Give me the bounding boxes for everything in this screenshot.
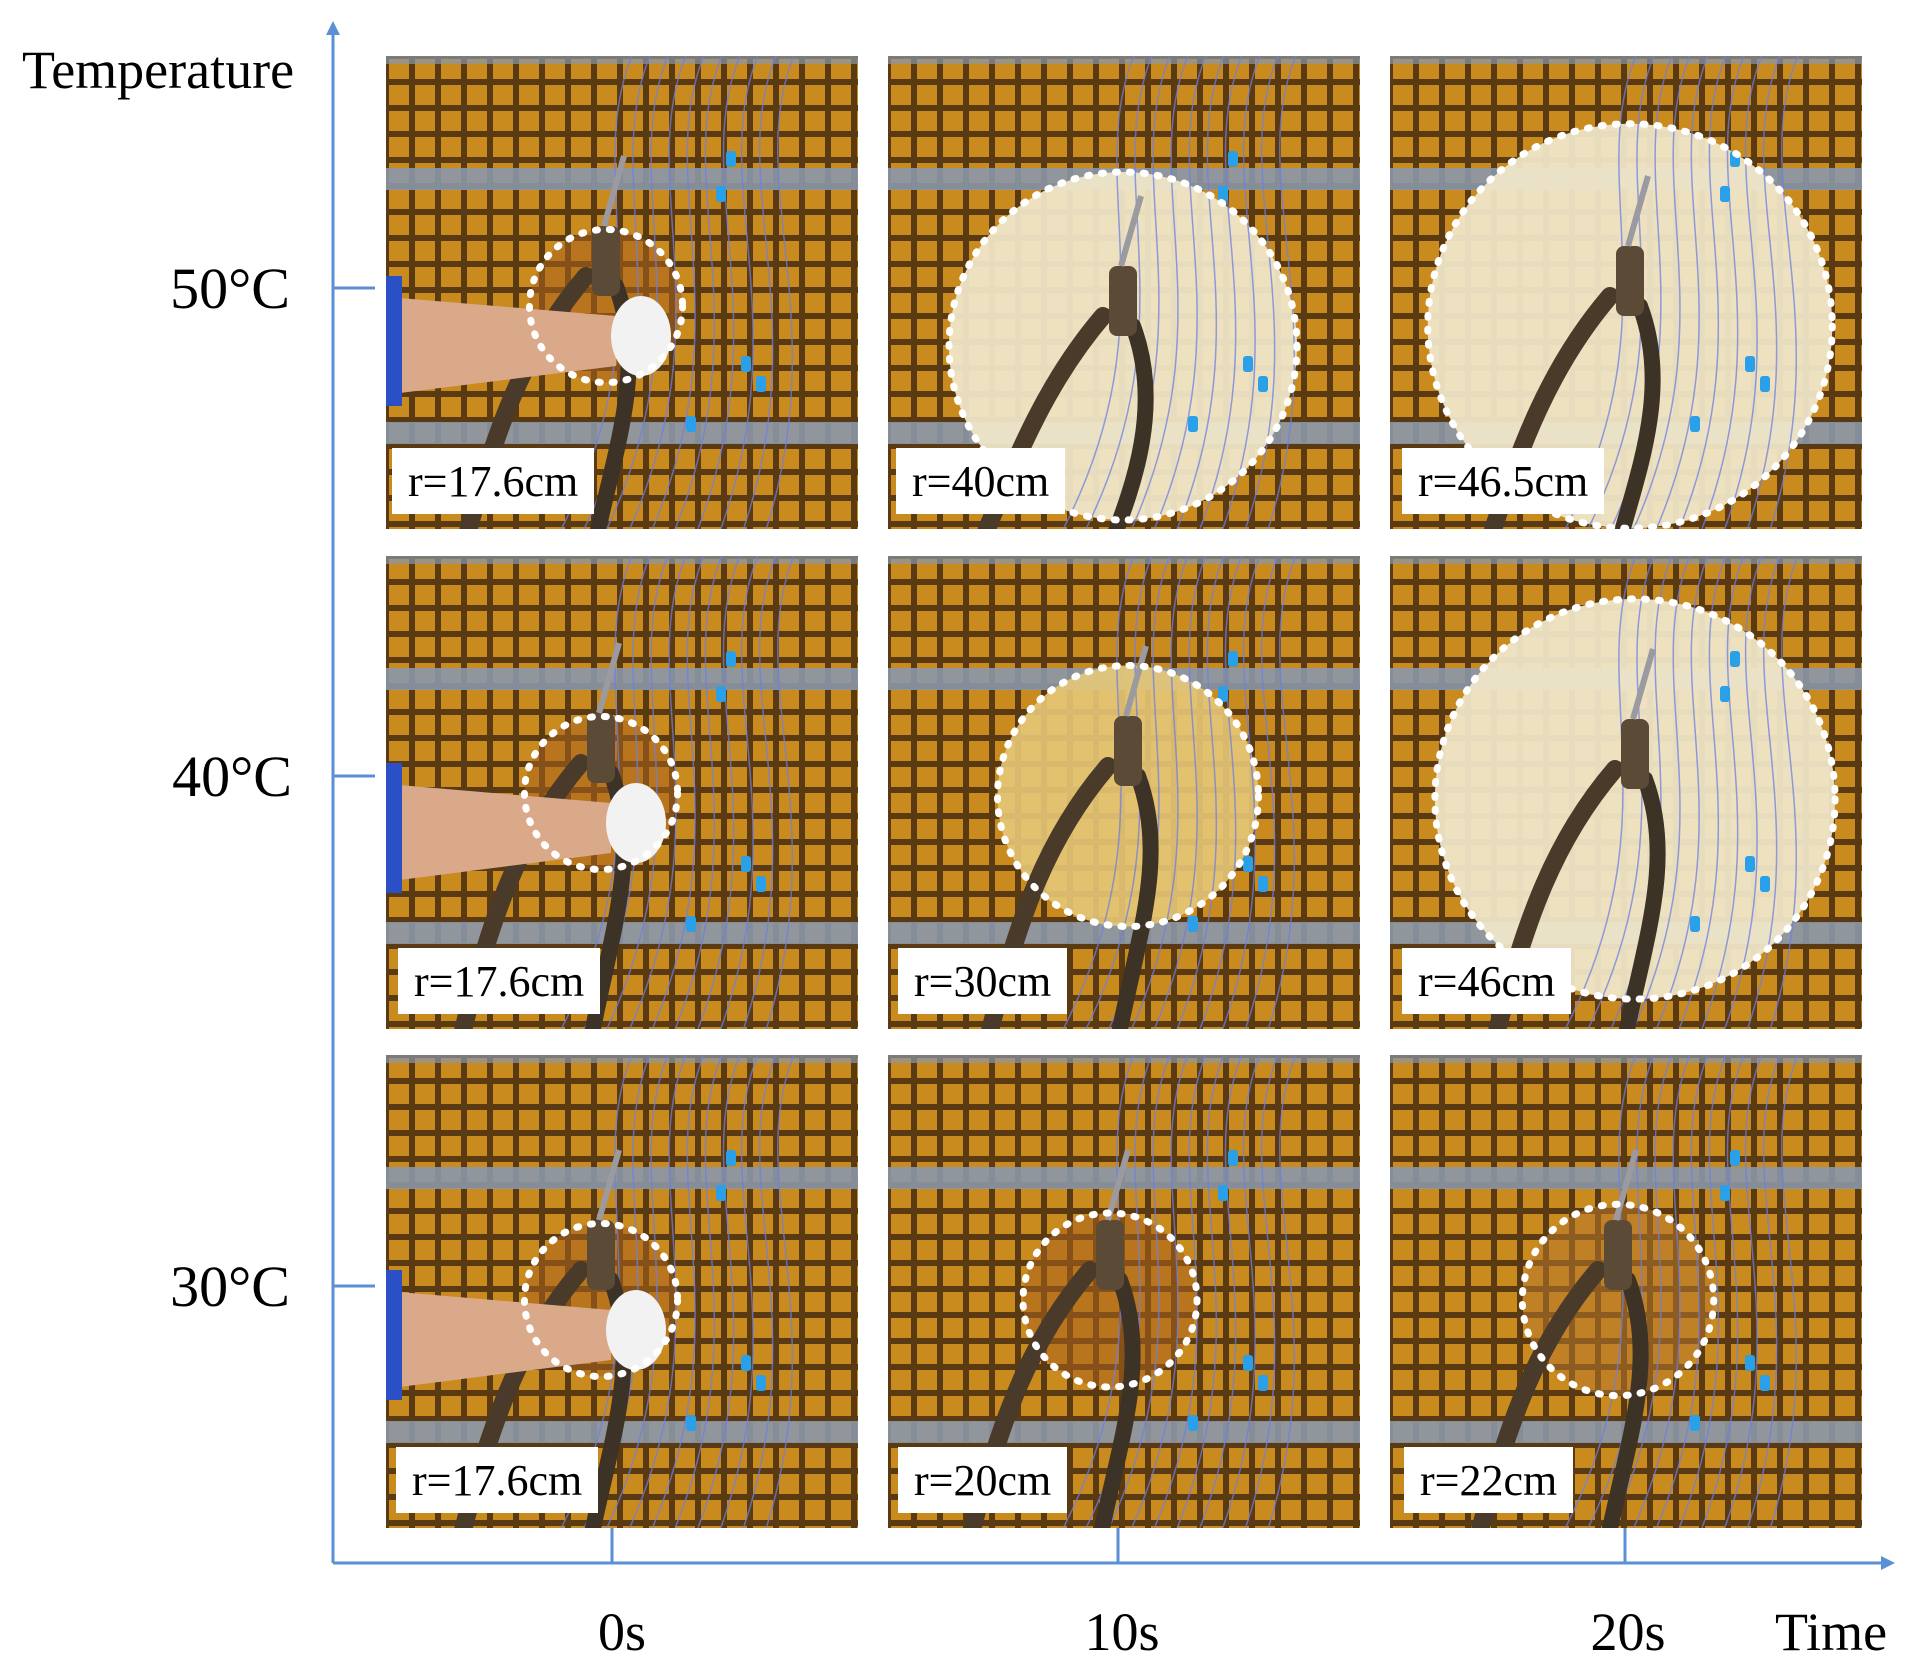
photo-scene (386, 556, 858, 1029)
sensor-clip (1690, 416, 1700, 432)
radius-label: r=40cm (896, 448, 1066, 514)
injection-nozzle (1604, 1220, 1632, 1290)
y-axis-title: Temperature (22, 40, 294, 100)
sensor-clip (726, 151, 736, 167)
sensor-clip (756, 876, 766, 892)
injection-nozzle (1096, 1220, 1124, 1290)
photo-40c-10s: r=30cm (888, 556, 1360, 1029)
radius-label: r=17.6cm (392, 448, 595, 514)
sensor-clip (686, 416, 696, 432)
fluid-spread (1522, 1204, 1714, 1396)
sensor-clip (1760, 876, 1770, 892)
radius-label: r=20cm (898, 1447, 1068, 1513)
injection-nozzle (1109, 266, 1137, 336)
sensor-clip (1720, 186, 1730, 202)
photo-50c-20s: r=46.5cm (1390, 56, 1862, 529)
sensor-clip (741, 856, 751, 872)
sensor-clip (756, 1375, 766, 1391)
photo-scene (1390, 1055, 1862, 1528)
injection-nozzle (592, 226, 620, 296)
sensor-clip (1730, 1150, 1740, 1166)
injection-nozzle (587, 1220, 615, 1290)
spread-radius-circle (1019, 1209, 1201, 1391)
x-tick-label-10s: 10s (1084, 1602, 1159, 1662)
sensor-clip (716, 1185, 726, 1201)
sensor-clip (1730, 651, 1740, 667)
fluid-spread (1023, 1213, 1197, 1387)
sensor-clip (1228, 1150, 1238, 1166)
injection-nozzle (1114, 716, 1142, 786)
y-tick-label-50c: 50°C (170, 256, 290, 321)
x-axis-title: Time (1775, 1602, 1887, 1662)
sensor-clip (741, 1355, 751, 1371)
photo-scene (1390, 56, 1862, 529)
spread-radius-circle (520, 712, 682, 874)
spread-radius-circle (1431, 595, 1839, 1003)
x-tick-label-0s: 0s (598, 1602, 646, 1662)
radius-label: r=46cm (1402, 948, 1572, 1014)
spread-radius-circle (994, 662, 1262, 930)
sensor-clip (1720, 1185, 1730, 1201)
sensor-clip (1258, 376, 1268, 392)
spread-radius-circle (525, 225, 687, 387)
sensor-clip (1690, 1415, 1700, 1431)
sensor-clip (1188, 916, 1198, 932)
injection-nozzle (1621, 719, 1649, 789)
radius-label: r=17.6cm (396, 1447, 599, 1513)
sensor-clip (1188, 1415, 1198, 1431)
sensor-clip (741, 356, 751, 372)
sensor-clip (1258, 1375, 1268, 1391)
sensor-clip (726, 1150, 736, 1166)
photo-scene (888, 556, 1360, 1029)
photo-40c-0s: r=17.6cm (386, 556, 858, 1029)
sensor-clip (1243, 1355, 1253, 1371)
sensor-clip (716, 186, 726, 202)
sensor-clip (686, 916, 696, 932)
sensor-clip (1760, 1375, 1770, 1391)
radius-label: r=22cm (1404, 1447, 1574, 1513)
y-tick-label-30c: 30°C (170, 1254, 290, 1319)
sensor-clip (1228, 651, 1238, 667)
sensor-clip (1745, 1355, 1755, 1371)
sensor-clip (1243, 856, 1253, 872)
sensor-clip (1218, 186, 1228, 202)
radius-label: r=30cm (898, 948, 1068, 1014)
sensor-clip (1745, 356, 1755, 372)
photo-30c-0s: r=17.6cm (386, 1055, 858, 1528)
photo-30c-10s: r=20cm (888, 1055, 1360, 1528)
sensor-clip (1745, 856, 1755, 872)
sensor-clip (716, 686, 726, 702)
sensor-clip (1690, 916, 1700, 932)
photo-30c-20s: r=22cm (1390, 1055, 1862, 1528)
sensor-clip (1218, 686, 1228, 702)
sensor-clip (1243, 356, 1253, 372)
spread-radius-circle (520, 1219, 682, 1381)
spread-radius-circle (1518, 1200, 1718, 1400)
x-tick-label-20s: 20s (1590, 1602, 1665, 1662)
injection-nozzle (1616, 246, 1644, 316)
sensor-clip (1188, 416, 1198, 432)
photo-50c-10s: r=40cm (888, 56, 1360, 529)
sensor-clip (1258, 876, 1268, 892)
sensor-clip (1760, 376, 1770, 392)
photo-50c-0s: r=17.6cm (386, 56, 858, 529)
sensor-clip (1720, 686, 1730, 702)
spread-radius-circle (945, 168, 1301, 524)
y-tick-label-40c: 40°C (172, 744, 292, 809)
sensor-clip (726, 651, 736, 667)
radius-label: r=46.5cm (1402, 448, 1605, 514)
spread-radius-circle (1424, 120, 1836, 529)
sensor-clip (1228, 151, 1238, 167)
photo-40c-20s: r=46cm (1390, 556, 1862, 1029)
sensor-clip (756, 376, 766, 392)
sensor-clip (1218, 1185, 1228, 1201)
sensor-clip (686, 1415, 696, 1431)
radius-label: r=17.6cm (398, 948, 601, 1014)
injection-nozzle (587, 713, 615, 783)
